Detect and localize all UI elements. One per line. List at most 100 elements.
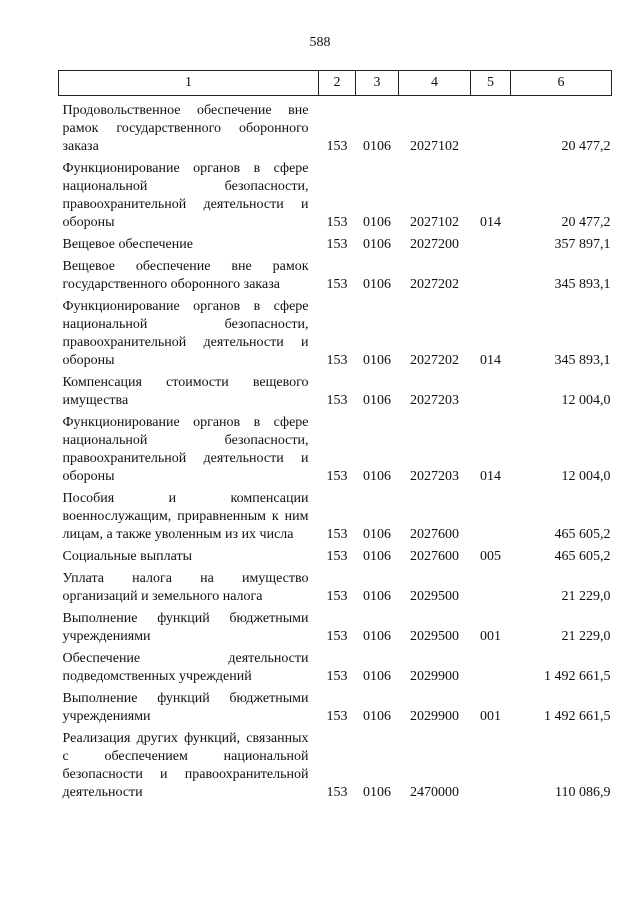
page-number: 588 [309, 35, 331, 50]
item-name: Продовольственное обеспечение вне рамок … [62, 103, 309, 154]
code-target: 2027200 [410, 237, 459, 252]
table-row: Продовольственное обеспечение вне рамок … [59, 96, 612, 161]
item-name: Функционирование органов в сфере национа… [62, 415, 309, 484]
code-section: 0106 [363, 785, 391, 800]
code-expense-type: 014 [480, 215, 501, 230]
code-section: 0106 [363, 669, 391, 684]
header-cell: 2 [318, 70, 356, 96]
code-ministry: 153 [326, 215, 348, 230]
item-name: Функционирование органов в сфере национа… [62, 161, 309, 230]
code-expense-type: 014 [480, 353, 501, 368]
code-expense-type [471, 730, 511, 806]
table-row: Пособия и компенсации военнослужащим, пр… [59, 490, 612, 548]
amount: 357 897,1 [554, 237, 611, 252]
code-target: 2027203 [410, 393, 459, 408]
table-row: Уплата налога на имущество организаций и… [59, 570, 612, 610]
code-section: 0106 [363, 237, 391, 252]
amount: 12 004,0 [561, 393, 611, 408]
table-row: Социальные выплаты 153 0106 2027600 005 465 6… [59, 548, 612, 570]
header-cell: 6 [510, 70, 612, 96]
code-target: 2027202 [410, 277, 459, 292]
amount: 345 893,1 [554, 277, 611, 292]
item-name: Обеспечение деятельности подведомственны… [62, 651, 309, 684]
code-ministry: 153 [326, 549, 348, 564]
amount: 1 492 661,5 [544, 669, 611, 684]
code-section: 0106 [363, 469, 391, 484]
item-name: Выполнение функций бюджетными учреждения… [62, 691, 309, 724]
code-target: 2027600 [410, 527, 459, 542]
code-target: 2027102 [410, 215, 459, 230]
amount: 20 477,2 [561, 215, 611, 230]
code-section: 0106 [363, 215, 391, 230]
code-ministry: 153 [326, 277, 348, 292]
code-expense-type [471, 490, 511, 548]
code-expense-type: 001 [480, 709, 501, 724]
table-row: Реализация других функций, связанных с о… [59, 730, 612, 806]
code-section: 0106 [363, 393, 391, 408]
code-ministry: 153 [326, 237, 348, 252]
code-expense-type: 014 [480, 469, 501, 484]
code-section: 0106 [363, 277, 391, 292]
amount: 12 004,0 [561, 469, 611, 484]
amount: 465 605,2 [554, 527, 611, 542]
item-name: Пособия и компенсации военнослужащим, пр… [62, 491, 309, 542]
header-row: 1 2 3 4 5 6 [58, 70, 612, 96]
code-section: 0106 [363, 549, 391, 564]
code-expense-type [471, 236, 511, 258]
header-cell: 5 [470, 70, 511, 96]
code-ministry: 153 [326, 527, 348, 542]
header-cell: 1 [58, 70, 319, 96]
code-target: 2029500 [410, 589, 459, 604]
code-ministry: 153 [326, 469, 348, 484]
table-row: Выполнение функций бюджетными учреждения… [59, 690, 612, 730]
code-target: 2029500 [410, 629, 459, 644]
item-name: Реализация других функций, связанных с о… [62, 731, 309, 800]
amount: 1 492 661,5 [544, 709, 611, 724]
table-row: Обеспечение деятельности подведомственны… [59, 650, 612, 690]
amount: 345 893,1 [554, 353, 611, 368]
code-ministry: 153 [326, 139, 348, 154]
code-target: 2027102 [410, 139, 459, 154]
code-section: 0106 [363, 709, 391, 724]
table-row: Компенсация стоимости вещевого имущества… [59, 374, 612, 414]
item-name: Вещевое обеспечение [62, 237, 193, 252]
code-target: 2027600 [410, 549, 459, 564]
code-section: 0106 [363, 589, 391, 604]
code-target: 2027203 [410, 469, 459, 484]
amount: 110 086,9 [555, 785, 611, 800]
code-section: 0106 [363, 353, 391, 368]
budget-table: 1 2 3 4 5 6 Продовольственное обеспечени… [58, 70, 612, 806]
code-ministry: 153 [326, 669, 348, 684]
table-row: Выполнение функций бюджетными учреждения… [59, 610, 612, 650]
table-row: Вещевое обеспечение вне рамок государств… [59, 258, 612, 298]
table-row: Функционирование органов в сфере национа… [59, 298, 612, 374]
code-ministry: 153 [326, 393, 348, 408]
code-expense-type [471, 570, 511, 610]
code-target: 2029900 [410, 669, 459, 684]
code-expense-type [471, 374, 511, 414]
code-target: 2029900 [410, 709, 459, 724]
code-ministry: 153 [326, 709, 348, 724]
item-name: Функционирование органов в сфере национа… [62, 299, 309, 368]
amount: 21 229,0 [561, 629, 611, 644]
item-name: Выполнение функций бюджетными учреждения… [62, 611, 309, 644]
code-section: 0106 [363, 139, 391, 154]
code-section: 0106 [363, 629, 391, 644]
code-ministry: 153 [326, 629, 348, 644]
table-row: Функционирование органов в сфере национа… [59, 414, 612, 490]
table-row: Функционирование органов в сфере национа… [59, 160, 612, 236]
item-name: Уплата налога на имущество организаций и… [62, 571, 309, 604]
item-name: Социальные выплаты [62, 549, 193, 564]
code-ministry: 153 [326, 353, 348, 368]
code-target: 2470000 [410, 785, 459, 800]
code-expense-type [471, 96, 511, 161]
code-target: 2027202 [410, 353, 459, 368]
header-cell: 3 [355, 70, 399, 96]
amount: 465 605,2 [554, 549, 611, 564]
code-expense-type [471, 650, 511, 690]
table-row: Вещевое обеспечение 153 0106 2027200 357 897… [59, 236, 612, 258]
item-name: Вещевое обеспечение вне рамок государств… [62, 259, 309, 292]
code-expense-type: 005 [480, 549, 501, 564]
code-expense-type: 001 [480, 629, 501, 644]
code-ministry: 153 [326, 589, 348, 604]
